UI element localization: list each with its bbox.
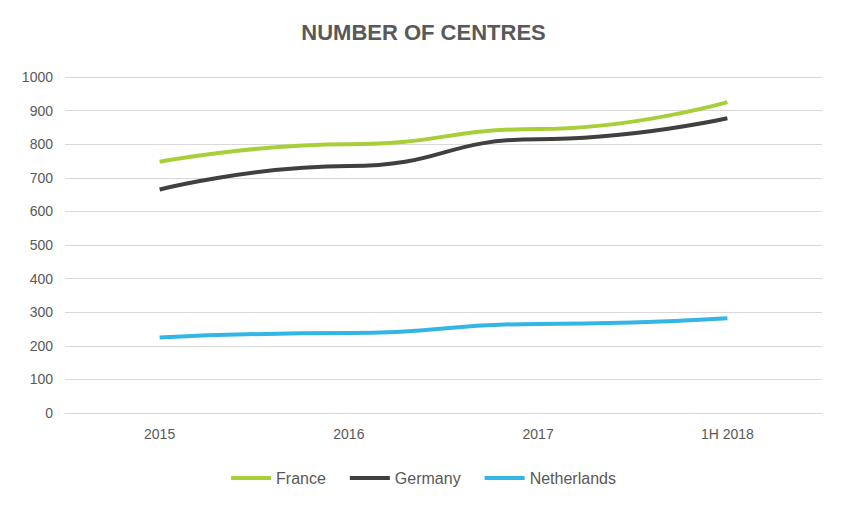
svg-text:500: 500 [30, 237, 54, 253]
svg-text:800: 800 [30, 136, 54, 152]
svg-text:2016: 2016 [333, 426, 364, 442]
svg-text:400: 400 [30, 271, 54, 287]
svg-text:300: 300 [30, 304, 54, 320]
svg-text:700: 700 [30, 170, 54, 186]
svg-text:2017: 2017 [523, 426, 554, 442]
svg-text:100: 100 [30, 371, 54, 387]
svg-text:NUMBER OF CENTRES: NUMBER OF CENTRES [301, 20, 545, 45]
svg-text:2015: 2015 [144, 426, 175, 442]
svg-text:1000: 1000 [22, 69, 53, 85]
svg-text:Netherlands: Netherlands [530, 470, 616, 487]
svg-text:600: 600 [30, 203, 54, 219]
svg-text:200: 200 [30, 338, 54, 354]
svg-text:France: France [276, 470, 326, 487]
svg-text:900: 900 [30, 103, 54, 119]
svg-text:1H 2018: 1H 2018 [701, 426, 754, 442]
svg-text:0: 0 [45, 405, 53, 421]
svg-text:Germany: Germany [395, 470, 461, 487]
